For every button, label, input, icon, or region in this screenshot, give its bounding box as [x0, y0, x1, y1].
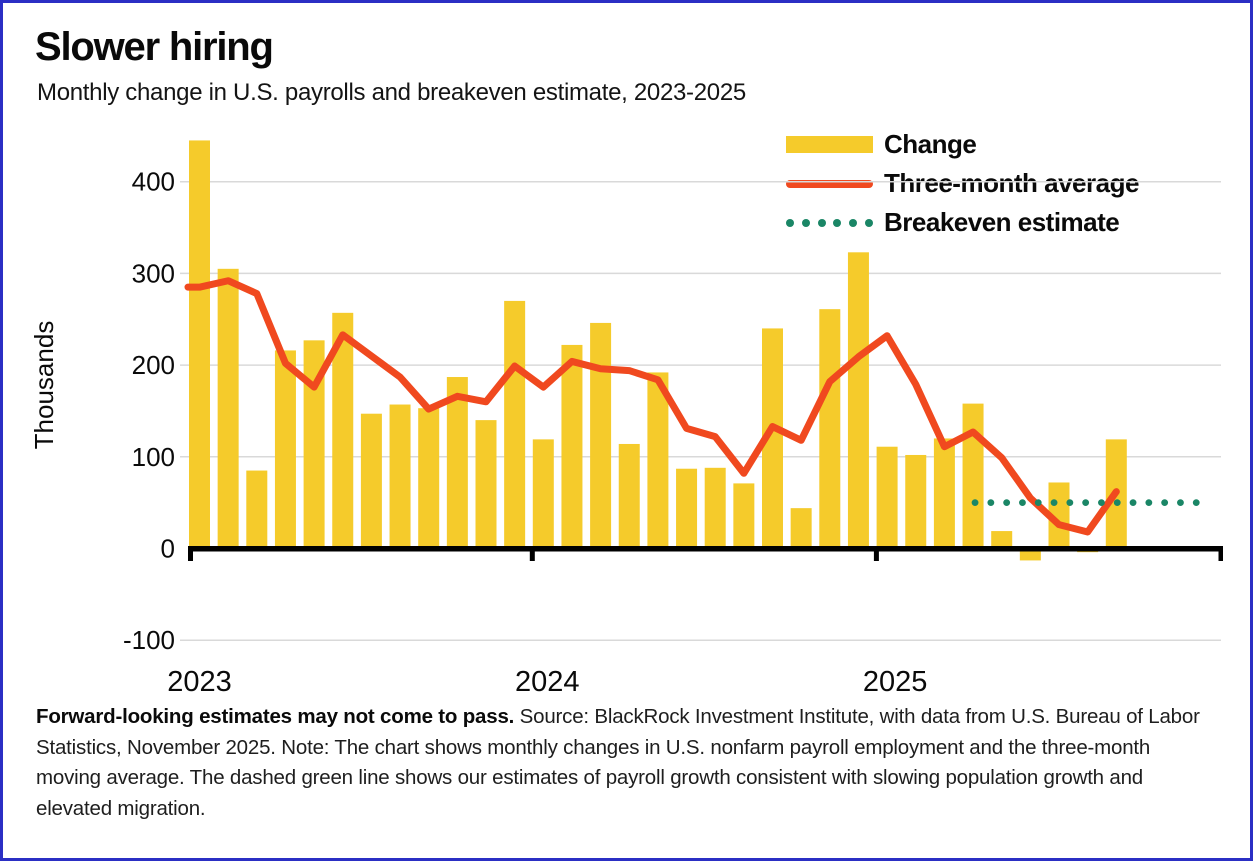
legend-label: Change [884, 129, 977, 159]
bar [274, 350, 296, 549]
source-note: Forward-looking estimates may not come t… [36, 702, 1236, 824]
bar [790, 508, 812, 549]
breakeven-dot [1177, 499, 1184, 507]
bar-swatch-icon [786, 136, 873, 153]
x-year-label: 2024 [515, 666, 580, 698]
x-axis-tick [188, 546, 193, 561]
legend-label: Three-month average [884, 168, 1139, 198]
y-tick-label: 200 [132, 350, 175, 380]
legend-item: Breakeven estimate [786, 203, 1139, 242]
footnote-line: elevated migration. [36, 796, 206, 820]
three-month-average-line [184, 277, 1120, 536]
footnote-line: Forward-looking estimates may not come t… [36, 705, 1200, 728]
breakeven-dot [1066, 499, 1074, 507]
breakeven-dot [1098, 499, 1105, 507]
footnote-line: moving average. The dashed green line sh… [36, 766, 1143, 789]
bar [991, 531, 1013, 549]
bar [561, 344, 583, 549]
breakeven-dot [987, 499, 995, 507]
bar [676, 468, 698, 549]
x-axis-tick [529, 546, 535, 561]
bar [1019, 548, 1041, 561]
breakeven-dot [1145, 499, 1153, 507]
bar [504, 300, 526, 549]
line-swatch-icon [786, 179, 873, 188]
bar [876, 446, 898, 549]
breakeven-dot [1161, 499, 1169, 507]
breakeven-dot [1192, 499, 1200, 507]
bar [1048, 482, 1070, 549]
bar [532, 439, 554, 549]
bar [246, 470, 268, 549]
bar [962, 403, 984, 549]
breakeven-dot [1019, 499, 1026, 507]
bar [418, 408, 440, 549]
bar [618, 443, 640, 549]
breakeven-dot [1034, 499, 1042, 507]
breakeven-dot [1082, 499, 1090, 507]
bar [847, 252, 869, 549]
x-axis [188, 546, 1223, 552]
bar [217, 268, 239, 549]
x-year-label: 2023 [167, 666, 232, 698]
x-year-label: 2025 [863, 666, 928, 698]
breakeven-dot [1129, 499, 1137, 507]
bar [933, 438, 955, 549]
y-tick-label: 0 [161, 534, 175, 564]
bar [647, 372, 669, 549]
bar [704, 467, 726, 549]
breakeven-dot [1050, 499, 1058, 507]
bar [762, 328, 783, 549]
bar [905, 454, 927, 549]
bar [590, 322, 612, 549]
bar [733, 483, 755, 549]
legend-item: Change [786, 125, 1139, 164]
x-axis-tick [873, 546, 879, 561]
bar [389, 404, 411, 549]
bar [819, 309, 841, 549]
bar [189, 140, 210, 549]
bar [303, 340, 325, 549]
y-axis-label: Thousands [29, 321, 59, 450]
dotted-line-swatch-icon [786, 218, 873, 227]
breakeven-dot [1003, 499, 1011, 507]
bar [360, 413, 382, 549]
chart-title: Slower hiring [35, 25, 274, 69]
breakeven-dot [1113, 499, 1121, 507]
y-tick-label: 300 [132, 258, 175, 288]
y-tick-label: 400 [132, 167, 175, 197]
bar [475, 420, 497, 549]
footnote-line: Statistics, November 2025. Note: The cha… [36, 735, 1151, 759]
x-axis-tick [1218, 546, 1223, 561]
bar [332, 312, 354, 549]
legend-item: Three-month average [786, 164, 1139, 203]
legend-label: Breakeven estimate [884, 207, 1120, 237]
legend: Change Three-month average Breakeven estim… [786, 125, 1139, 242]
chart-subtitle: Monthly change in U.S. payrolls and brea… [37, 79, 746, 106]
bar [446, 377, 468, 549]
payrolls-chart: 400 300 200 100 0 -100 Thousands 2023 2024 2025 [29, 140, 1223, 698]
y-tick-label: -100 [123, 625, 175, 655]
breakeven-dot [971, 499, 979, 507]
y-tick-label: 100 [132, 442, 175, 472]
